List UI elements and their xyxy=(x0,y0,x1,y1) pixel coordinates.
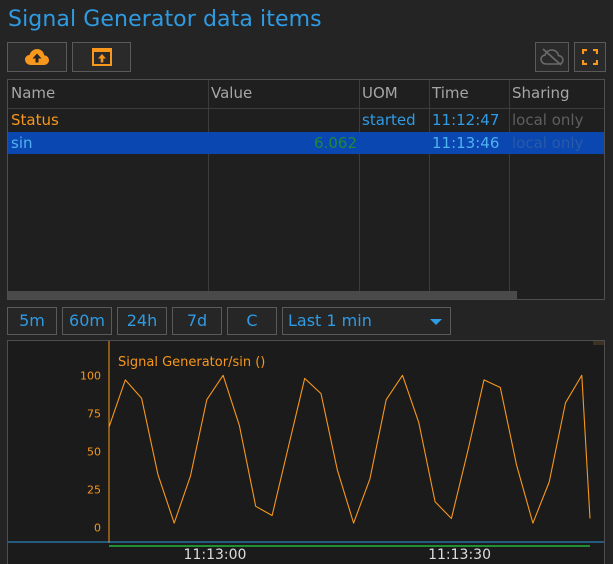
range-24h-button[interactable]: 24h xyxy=(117,307,167,335)
y-tick-label: 25 xyxy=(87,484,101,497)
column-divider xyxy=(359,80,360,291)
series-line-sin xyxy=(108,374,591,524)
y-tick-label: 100 xyxy=(80,369,101,382)
column-header-sharing[interactable]: Sharing xyxy=(512,84,570,102)
column-header-time[interactable]: Time xyxy=(432,84,469,102)
range-5m-button[interactable]: 5m xyxy=(7,307,57,335)
cloud-upload-icon xyxy=(25,49,49,65)
table-header: Name Value UOM Time Sharing xyxy=(8,82,604,104)
row-uom: started xyxy=(362,111,416,129)
legend-label: Signal Generator/sin () xyxy=(118,355,265,370)
cloud-off-button[interactable] xyxy=(535,42,569,72)
row-name: sin xyxy=(11,134,33,152)
y-tick-label: 50 xyxy=(87,446,101,459)
row-sharing: local only xyxy=(512,111,584,129)
export-icon xyxy=(91,48,112,66)
column-divider xyxy=(208,80,209,291)
data-items-table: Name Value UOM Time Sharing Status start… xyxy=(7,79,605,300)
time-range-selected: Last 1 min xyxy=(288,311,372,330)
row-uom xyxy=(359,132,429,154)
column-divider xyxy=(429,80,430,291)
range-custom-button[interactable]: C xyxy=(227,307,277,335)
row-value xyxy=(208,109,359,131)
row-sharing: local only xyxy=(512,134,584,152)
y-tick-label: 0 xyxy=(94,522,101,535)
chevron-down-icon xyxy=(430,319,442,325)
header-divider xyxy=(8,108,604,109)
upload-button[interactable] xyxy=(7,42,67,72)
trend-chart: 0 25 50 75 100 Signal Generator/sin () 11:13:0… xyxy=(7,340,605,564)
x-tick-label: 11:13:30 xyxy=(428,547,491,563)
x-tick-label: 11:13:00 xyxy=(184,547,247,563)
chart-plot: 0 25 50 75 100 Signal Generator/sin () 11:13:0… xyxy=(8,341,604,563)
range-60m-button[interactable]: 60m xyxy=(62,307,112,335)
column-divider xyxy=(509,80,510,291)
export-button[interactable] xyxy=(72,42,131,72)
row-time: 11:13:46 xyxy=(432,134,500,152)
row-time: 11:12:47 xyxy=(432,111,500,129)
fullscreen-icon xyxy=(582,49,598,65)
row-name: Status xyxy=(11,111,59,129)
row-value: 6.062 xyxy=(314,134,357,152)
page-title: Signal Generator data items xyxy=(8,7,322,32)
cloud-off-icon xyxy=(540,48,564,66)
table-row[interactable]: Status started 11:12:47 local only xyxy=(8,109,604,131)
range-7d-button[interactable]: 7d xyxy=(172,307,222,335)
table-row-selected[interactable]: sin 6.062 11:13:46 local only xyxy=(8,132,604,154)
corner-handle xyxy=(593,341,604,345)
time-range-select[interactable]: Last 1 min xyxy=(282,307,451,335)
column-header-value[interactable]: Value xyxy=(211,84,253,102)
column-header-uom[interactable]: UOM xyxy=(362,84,398,102)
y-tick-label: 75 xyxy=(87,407,101,420)
column-header-name[interactable]: Name xyxy=(11,84,56,102)
horizontal-scrollbar[interactable] xyxy=(8,291,517,299)
fullscreen-button[interactable] xyxy=(574,42,606,72)
